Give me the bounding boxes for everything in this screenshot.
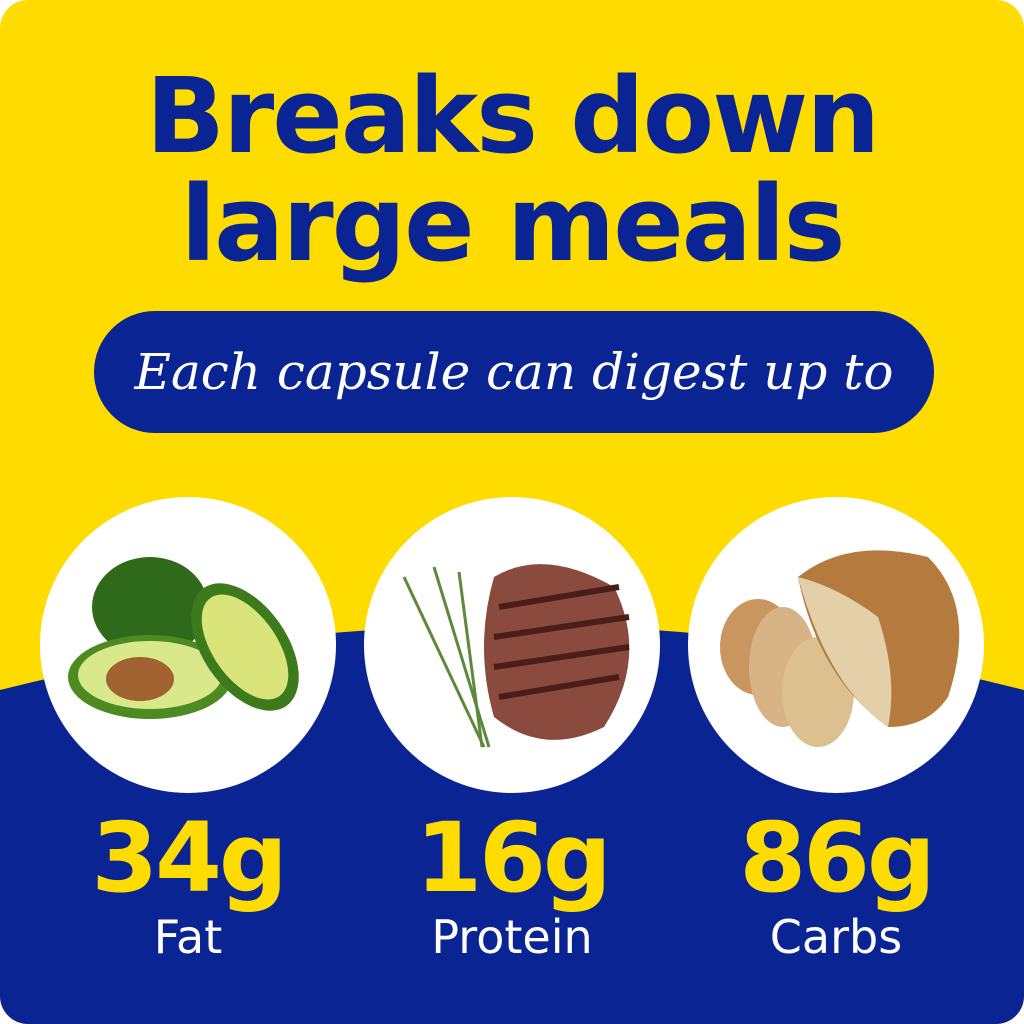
nutrient-protein: 16g Protein <box>347 810 677 960</box>
protein-label: Protein <box>431 910 593 964</box>
fat-amount: 34g <box>91 802 287 914</box>
nutrient-fat: 34g Fat <box>23 810 353 960</box>
headline-line-2: large meals <box>180 163 846 285</box>
carbs-amount: 86g <box>739 802 935 914</box>
subtitle-text: Each capsule can digest up to <box>134 343 894 401</box>
steak-image <box>364 497 660 793</box>
avocado-image <box>40 497 336 793</box>
fat-label: Fat <box>153 910 223 964</box>
protein-amount: 16g <box>415 802 611 914</box>
subtitle-banner: Each capsule can digest up to <box>94 311 934 433</box>
headline-line-1: Breaks down <box>145 55 881 177</box>
nutrient-carbs: 86g Carbs <box>671 810 1001 960</box>
carbs-label: Carbs <box>769 910 903 964</box>
bread-image <box>688 497 984 793</box>
